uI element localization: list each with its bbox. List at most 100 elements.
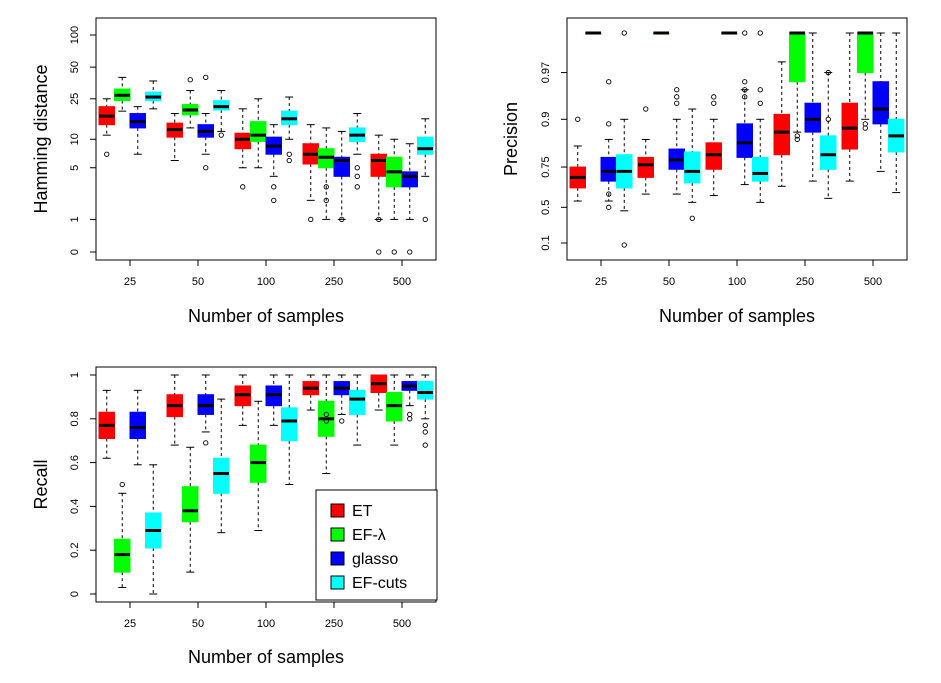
outlier-point <box>862 121 868 127</box>
x-tick-label: 25 <box>124 618 136 630</box>
outlier-point <box>354 184 360 190</box>
x-tick-label: 25 <box>124 276 136 288</box>
y-tick-label: 0.8 <box>69 411 81 426</box>
outlier-point <box>606 79 612 85</box>
outlier-point <box>339 216 345 223</box>
box-ef-lambda-250 <box>318 127 335 220</box>
outlier-point <box>575 116 581 122</box>
y-tick-label: 1 <box>69 216 81 222</box>
y-tick-label: 0 <box>69 591 81 597</box>
box-et-250 <box>302 374 319 411</box>
box-ef-lambda-250 <box>318 374 335 475</box>
box-et-50 <box>166 113 183 162</box>
outlier-point <box>757 100 763 106</box>
box-et-250 <box>302 124 319 223</box>
outlier-point <box>862 125 868 131</box>
outlier-point <box>674 87 680 93</box>
box-ef-lambda-100 <box>250 400 267 531</box>
outlier-point <box>376 216 382 223</box>
outlier-point <box>422 429 428 435</box>
outlier-point <box>711 94 717 100</box>
y-tick-label: 0.6 <box>69 455 81 470</box>
box-ef-lambda-250 <box>789 31 806 143</box>
box-iqr <box>841 102 858 150</box>
x-tick-label: 100 <box>257 618 275 630</box>
y-tick-label: 100 <box>69 26 81 44</box>
outlier-point <box>323 197 329 203</box>
x-axis-label: Number of samples <box>659 306 815 326</box>
box-iqr <box>637 156 654 178</box>
outlier-point <box>187 77 193 83</box>
box-ef-cuts-500 <box>417 374 434 448</box>
y-tick-label: 1 <box>69 372 81 378</box>
box-iqr <box>417 381 434 400</box>
outlier-point <box>689 215 695 221</box>
box-iqr <box>789 32 806 83</box>
box-ef-lambda-100 <box>250 98 267 169</box>
outlier-point <box>422 422 428 429</box>
outlier-point <box>286 157 292 164</box>
y-tick-label: 0.2 <box>69 543 81 558</box>
box-iqr <box>820 135 837 170</box>
box-ef-cuts-100 <box>281 96 298 164</box>
box-iqr <box>129 411 146 440</box>
box-glasso-50 <box>197 74 214 171</box>
outlier-point <box>286 151 292 157</box>
x-tick-label: 250 <box>796 276 814 288</box>
outlier-point <box>757 87 763 93</box>
outlier-point <box>323 411 329 418</box>
outlier-point <box>119 481 125 488</box>
box-ef-lambda-100 <box>721 31 738 35</box>
box-ef-lambda-500 <box>857 31 874 131</box>
outlier-point <box>218 132 224 138</box>
box-glasso-250 <box>804 32 821 182</box>
outlier-point <box>742 30 748 36</box>
box-iqr <box>349 389 366 415</box>
outlier-point <box>407 416 413 422</box>
outlier-point <box>794 133 800 139</box>
box-iqr <box>182 486 199 523</box>
box-glasso-250 <box>333 130 350 223</box>
box-iqr <box>250 121 267 142</box>
outlier-point <box>674 94 680 100</box>
outlier-point <box>104 151 110 157</box>
y-tick-label: 0.75 <box>540 156 552 177</box>
y-tick-label: 10 <box>69 133 81 145</box>
y-tick-label: 0 <box>69 249 81 255</box>
box-ef-cuts-25 <box>616 30 633 248</box>
y-tick-label: 5 <box>69 165 81 171</box>
outlier-point <box>711 100 717 106</box>
legend-swatch-ef-cuts <box>330 575 345 590</box>
box-glasso-500 <box>401 374 418 422</box>
x-tick-label: 500 <box>864 276 882 288</box>
outlier-point <box>757 30 763 36</box>
box-ef-lambda-500 <box>386 138 403 255</box>
outlier-point <box>674 100 680 106</box>
box-iqr <box>213 457 230 494</box>
y-axis-label: Recall <box>31 459 51 509</box>
box-glasso-500 <box>872 32 889 172</box>
box-glasso-100 <box>265 374 282 426</box>
box-et-100 <box>234 108 251 190</box>
box-et-25 <box>569 116 586 202</box>
box-glasso-500 <box>401 143 418 255</box>
box-et-50 <box>166 374 183 446</box>
outlier-point <box>407 249 413 255</box>
box-et-25 <box>98 389 115 459</box>
x-tick-label: 50 <box>663 276 675 288</box>
x-tick-label: 25 <box>595 276 607 288</box>
outlier-point <box>742 79 748 85</box>
outlier-point <box>643 106 649 112</box>
outlier-point <box>825 116 831 122</box>
box-iqr <box>773 113 790 156</box>
box-glasso-100 <box>265 124 282 203</box>
box-ef-cuts-100 <box>281 374 298 485</box>
box-ef-cuts-100 <box>752 30 769 203</box>
box-ef-cuts-25 <box>145 80 162 110</box>
box-ef-lambda-50 <box>182 77 199 129</box>
outlier-point <box>742 94 748 100</box>
box-iqr <box>333 156 350 177</box>
box-ef-cuts-500 <box>888 32 905 194</box>
y-tick-label: 0.1 <box>540 235 552 250</box>
precision-panel: 0.1 0.5 0.75 0.9 0.97 25 50 100 250 500 Number of … <box>501 17 908 326</box>
